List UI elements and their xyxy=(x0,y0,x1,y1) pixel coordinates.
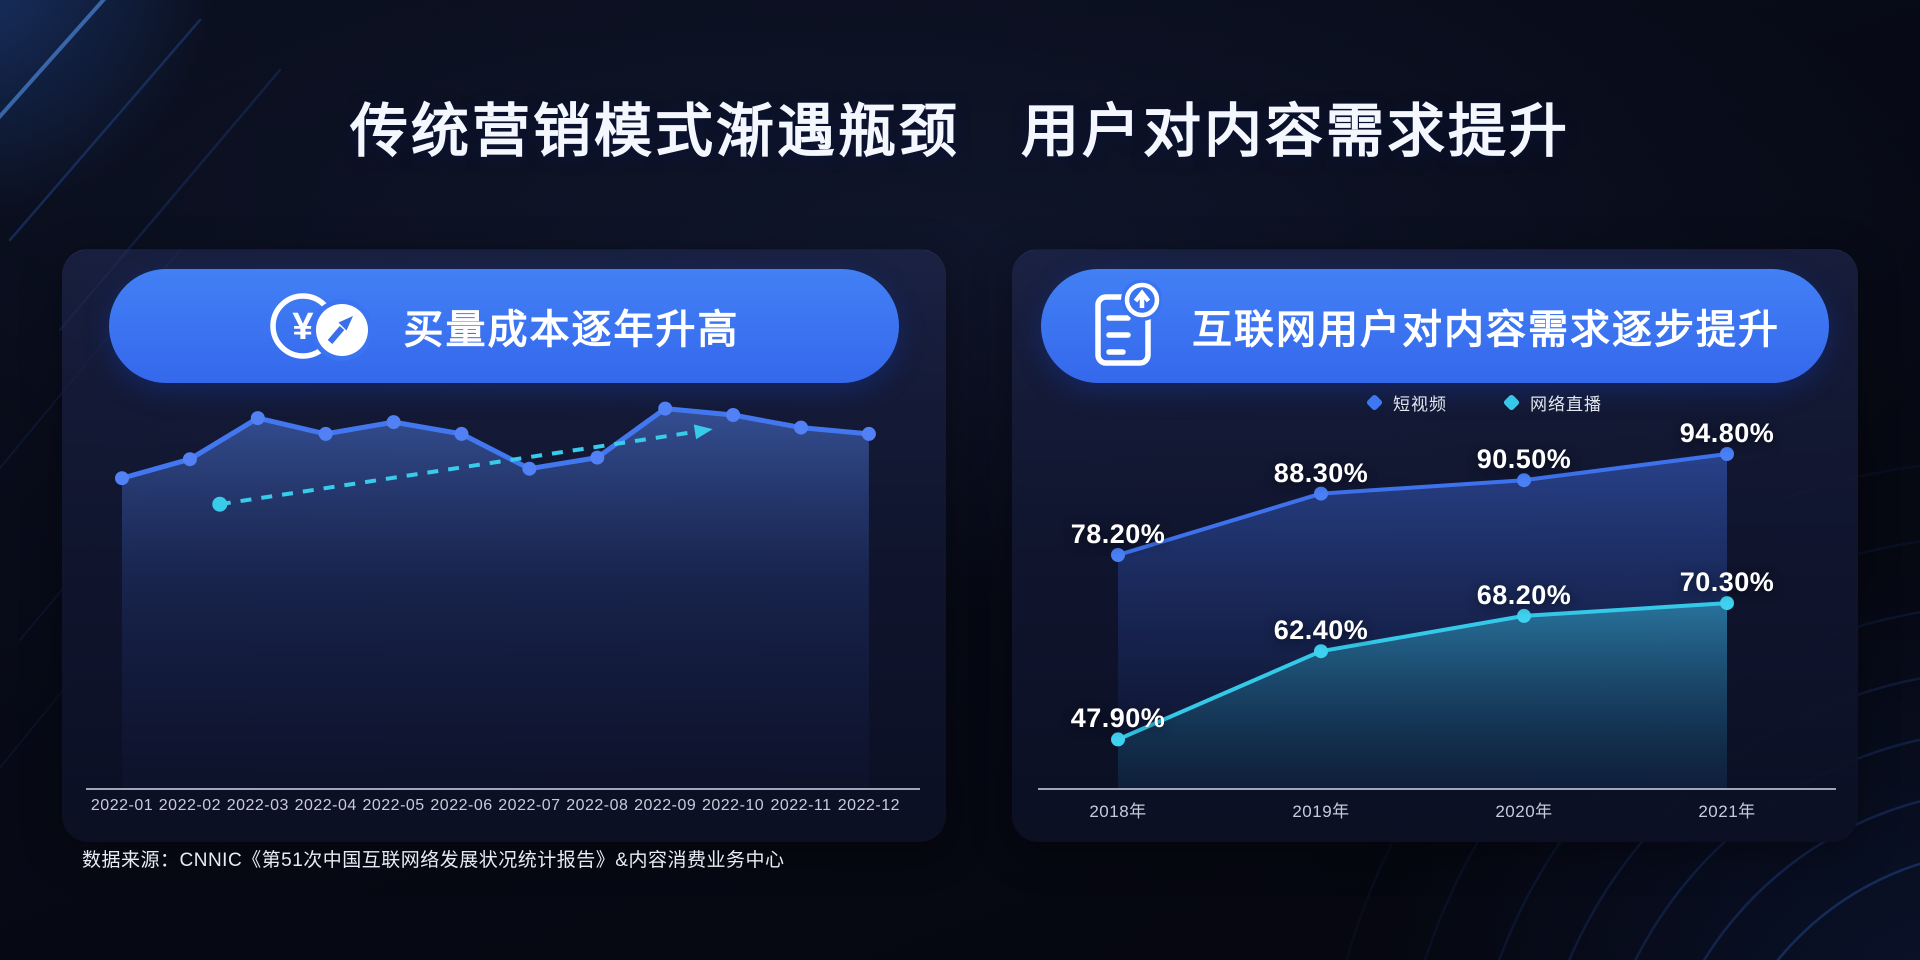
x-axis-label: 2022-03 xyxy=(226,797,289,814)
legend-item: 网络直播 xyxy=(1502,390,1602,415)
report-up-arrow-icon xyxy=(1095,280,1162,366)
x-axis-label: 2022-08 xyxy=(566,797,629,814)
right-panel-header-pill: 互联网用户对内容需求逐步提升 xyxy=(1041,269,1829,383)
x-axis-label: 2022-04 xyxy=(294,797,357,814)
data-source-note: 数据来源：CNNIC《第51次中国互联网络发展状况统计报告》&内容消费业务中心 xyxy=(82,850,785,871)
x-axis-label: 2022-06 xyxy=(430,797,493,814)
cost-trend-panel: ¥ 买量成本逐年升高 2022-01 2022-02 2022-03 2022-04 2… xyxy=(62,249,946,842)
x-axis-label: 2022-07 xyxy=(498,797,561,814)
legend-item: 短视频 xyxy=(1365,390,1447,415)
left-panel-title: 买量成本逐年升高 xyxy=(403,308,740,352)
chart-legend: 短视频 网络直播 xyxy=(1062,389,1908,415)
x-axis-label: 2021年 xyxy=(1698,802,1756,821)
svg-text:¥: ¥ xyxy=(292,306,313,348)
page-title: 传统营销模式渐遇瓶颈 用户对内容需求提升 xyxy=(349,99,1570,164)
x-axis-label: 2022-11 xyxy=(770,797,832,814)
right-x-axis-labels: 2018年 2019年 2020年 2021年 xyxy=(1012,797,1858,823)
yen-coin-trend-up-icon: ¥ xyxy=(269,293,373,361)
x-axis-label: 2022-10 xyxy=(701,797,765,814)
user-demand-area-chart xyxy=(1038,447,1836,790)
x-axis-label: 2018年 xyxy=(1089,802,1147,821)
x-axis-label: 2019年 xyxy=(1292,802,1350,821)
x-axis-label: 2022-12 xyxy=(837,797,900,814)
x-axis-label: 2022-02 xyxy=(158,797,221,814)
x-axis-label: 2022-05 xyxy=(362,797,425,814)
monthly-cost-line-chart xyxy=(86,401,920,790)
right-panel-title: 互联网用户对内容需求逐步提升 xyxy=(1192,308,1780,352)
x-axis-label: 2020年 xyxy=(1495,802,1553,821)
legend-label: 网络直播 xyxy=(1530,394,1602,414)
x-axis-label: 2022-01 xyxy=(90,797,154,814)
left-x-axis-labels: 2022-01 2022-02 2022-03 2022-04 2022-05 2022-… xyxy=(62,797,946,823)
left-panel-header-pill: ¥ 买量成本逐年升高 xyxy=(109,269,899,383)
x-axis-label: 2022-09 xyxy=(634,797,697,814)
content-demand-panel: 互联网用户对内容需求逐步提升 短视频 网络直播 78.20% 88.30% 90.50… xyxy=(1012,249,1858,842)
legend-label: 短视频 xyxy=(1393,394,1447,414)
